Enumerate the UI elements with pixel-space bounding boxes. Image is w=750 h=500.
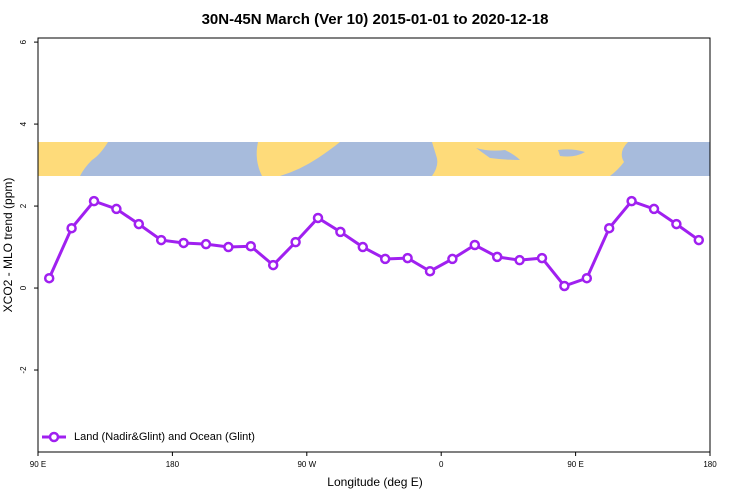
data-point — [133, 218, 145, 230]
x-axis-label: Longitude (deg E) — [327, 475, 422, 489]
data-point — [223, 241, 234, 253]
y-tick-label: 2 — [19, 203, 28, 208]
y-axis-label: XCO2 - MLO trend (ppm) — [1, 178, 15, 313]
x-tick-label: 0 — [439, 460, 444, 469]
data-point — [648, 203, 660, 215]
series-line — [47, 199, 700, 288]
data-point — [424, 265, 436, 277]
data-point — [402, 252, 413, 264]
chart-title: 30N-45N March (Ver 10) 2015-01-01 to 202… — [202, 11, 549, 28]
data-point — [581, 272, 593, 284]
x-tick-label: 180 — [166, 460, 180, 469]
data-point — [626, 195, 637, 207]
data-point — [267, 259, 279, 271]
data-point — [536, 252, 548, 264]
data-point — [447, 253, 458, 265]
y-tick-label: 0 — [19, 285, 28, 290]
data-point — [379, 253, 391, 265]
data-point — [514, 254, 525, 266]
data-point — [603, 222, 615, 234]
data-point — [66, 222, 77, 234]
data-point — [335, 226, 346, 238]
y-tick-label: 4 — [19, 121, 28, 126]
x-tick-label: 180 — [703, 460, 717, 469]
legend: Land (Nadir&Glint) and Ocean (Glint) — [42, 431, 255, 443]
data-point — [245, 240, 257, 252]
y-tick-label: 6 — [19, 39, 28, 44]
plot-frame — [37, 37, 711, 453]
legend-label: Land (Nadir&Glint) and Ocean (Glint) — [74, 431, 255, 443]
data-point — [693, 234, 705, 246]
data-point — [671, 218, 682, 230]
x-tick-label: 90 W — [297, 460, 316, 469]
data-point — [178, 237, 189, 249]
data-point — [357, 241, 369, 253]
data-point — [559, 280, 570, 292]
data-point — [111, 203, 122, 215]
data-point — [88, 195, 100, 207]
legend-marker — [48, 431, 60, 443]
data-point — [491, 251, 503, 263]
data-point — [200, 238, 212, 250]
map-strip — [38, 142, 710, 176]
y-tick-label: -2 — [19, 366, 28, 374]
data-point — [312, 212, 324, 224]
x-tick-label: 90 E — [30, 460, 46, 469]
data-point — [469, 239, 481, 251]
x-tick-label: 90 E — [567, 460, 583, 469]
data-point — [155, 234, 167, 246]
data-point — [43, 272, 55, 284]
data-point — [290, 236, 301, 248]
